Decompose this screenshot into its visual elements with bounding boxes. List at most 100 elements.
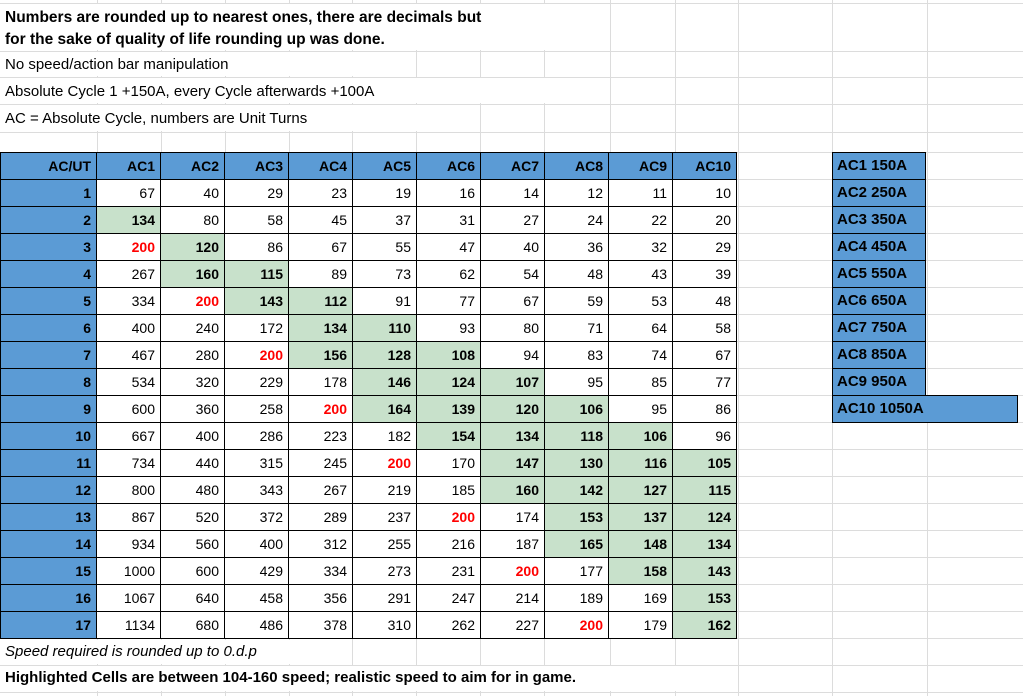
cell-AC1-ut10[interactable]: 667 (96, 422, 161, 450)
cell-AC3-ut2[interactable]: 58 (224, 206, 289, 234)
cell-AC8-ut15[interactable]: 177 (544, 557, 609, 585)
cell-AC3-ut12[interactable]: 343 (224, 476, 289, 504)
cell-AC8-ut10[interactable]: 118 (544, 422, 609, 450)
cell-AC2-ut16[interactable]: 640 (160, 584, 225, 612)
cell-AC7-ut4[interactable]: 54 (480, 260, 545, 288)
cell-AC9-ut4[interactable]: 43 (608, 260, 673, 288)
cell-AC9-ut2[interactable]: 22 (608, 206, 673, 234)
column-header-AC1[interactable]: AC1 (96, 152, 161, 180)
note-highlight-meaning[interactable]: Highlighted Cells are between 104-160 sp… (5, 669, 577, 686)
column-header-AC8[interactable]: AC8 (544, 152, 609, 180)
cell-AC4-ut8[interactable]: 178 (288, 368, 353, 396)
cell-AC4-ut4[interactable]: 89 (288, 260, 353, 288)
cell-AC10-ut15[interactable]: 143 (672, 557, 737, 585)
cell-AC7-ut13[interactable]: 174 (480, 503, 545, 531)
cell-AC4-ut5[interactable]: 112 (288, 287, 353, 315)
cell-AC10-ut14[interactable]: 134 (672, 530, 737, 558)
cell-AC9-ut15[interactable]: 158 (608, 557, 673, 585)
cell-AC7-ut12[interactable]: 160 (480, 476, 545, 504)
cell-AC6-ut10[interactable]: 154 (416, 422, 481, 450)
corner-header-cell[interactable]: AC/UT (0, 152, 97, 180)
cell-AC5-ut10[interactable]: 182 (352, 422, 417, 450)
cell-AC9-ut3[interactable]: 32 (608, 233, 673, 261)
cell-AC7-ut8[interactable]: 107 (480, 368, 545, 396)
cell-AC1-ut13[interactable]: 867 (96, 503, 161, 531)
cell-AC3-ut1[interactable]: 29 (224, 179, 289, 207)
cell-AC3-ut14[interactable]: 400 (224, 530, 289, 558)
cell-AC2-ut17[interactable]: 680 (160, 611, 225, 639)
legend-cell-ac2[interactable]: AC2 250A (832, 179, 926, 207)
cell-AC7-ut9[interactable]: 120 (480, 395, 545, 423)
row-label-10[interactable]: 10 (0, 422, 97, 450)
note-rounding-line1[interactable]: Numbers are rounded up to nearest ones, … (5, 9, 482, 26)
row-label-8[interactable]: 8 (0, 368, 97, 396)
cell-AC7-ut1[interactable]: 14 (480, 179, 545, 207)
cell-AC6-ut9[interactable]: 139 (416, 395, 481, 423)
cell-AC2-ut8[interactable]: 320 (160, 368, 225, 396)
row-label-14[interactable]: 14 (0, 530, 97, 558)
row-label-13[interactable]: 13 (0, 503, 97, 531)
cell-AC1-ut5[interactable]: 334 (96, 287, 161, 315)
row-label-16[interactable]: 16 (0, 584, 97, 612)
cell-AC7-ut2[interactable]: 27 (480, 206, 545, 234)
cell-AC8-ut16[interactable]: 189 (544, 584, 609, 612)
cell-AC4-ut12[interactable]: 267 (288, 476, 353, 504)
cell-AC1-ut7[interactable]: 467 (96, 341, 161, 369)
cell-AC6-ut14[interactable]: 216 (416, 530, 481, 558)
column-header-AC10[interactable]: AC10 (672, 152, 737, 180)
cell-AC6-ut16[interactable]: 247 (416, 584, 481, 612)
cell-AC7-ut6[interactable]: 80 (480, 314, 545, 342)
cell-AC9-ut12[interactable]: 127 (608, 476, 673, 504)
cell-AC2-ut10[interactable]: 400 (160, 422, 225, 450)
row-label-15[interactable]: 15 (0, 557, 97, 585)
cell-AC5-ut1[interactable]: 19 (352, 179, 417, 207)
cell-AC7-ut14[interactable]: 187 (480, 530, 545, 558)
cell-AC8-ut1[interactable]: 12 (544, 179, 609, 207)
cell-AC10-ut9[interactable]: 86 (672, 395, 737, 423)
cell-AC4-ut3[interactable]: 67 (288, 233, 353, 261)
row-label-11[interactable]: 11 (0, 449, 97, 477)
cell-AC1-ut9[interactable]: 600 (96, 395, 161, 423)
row-label-2[interactable]: 2 (0, 206, 97, 234)
legend-cell-ac4[interactable]: AC4 450A (832, 233, 926, 261)
cell-AC10-ut3[interactable]: 29 (672, 233, 737, 261)
column-header-AC6[interactable]: AC6 (416, 152, 481, 180)
cell-AC7-ut7[interactable]: 94 (480, 341, 545, 369)
cell-AC3-ut10[interactable]: 286 (224, 422, 289, 450)
row-label-17[interactable]: 17 (0, 611, 97, 639)
cell-AC10-ut8[interactable]: 77 (672, 368, 737, 396)
row-label-7[interactable]: 7 (0, 341, 97, 369)
cell-AC5-ut9[interactable]: 164 (352, 395, 417, 423)
cell-AC2-ut5[interactable]: 200 (160, 287, 225, 315)
cell-AC8-ut3[interactable]: 36 (544, 233, 609, 261)
cell-AC10-ut7[interactable]: 67 (672, 341, 737, 369)
column-header-AC2[interactable]: AC2 (160, 152, 225, 180)
cell-AC2-ut2[interactable]: 80 (160, 206, 225, 234)
note-cycle-gain[interactable]: Absolute Cycle 1 +150A, every Cycle afte… (5, 83, 375, 100)
cell-AC1-ut12[interactable]: 800 (96, 476, 161, 504)
cell-AC6-ut12[interactable]: 185 (416, 476, 481, 504)
cell-AC4-ut6[interactable]: 134 (288, 314, 353, 342)
cell-AC4-ut10[interactable]: 223 (288, 422, 353, 450)
legend-cell-ac1[interactable]: AC1 150A (832, 152, 926, 180)
cell-AC9-ut16[interactable]: 169 (608, 584, 673, 612)
cell-AC1-ut3[interactable]: 200 (96, 233, 161, 261)
cell-AC6-ut17[interactable]: 262 (416, 611, 481, 639)
column-header-AC4[interactable]: AC4 (288, 152, 353, 180)
cell-AC3-ut3[interactable]: 86 (224, 233, 289, 261)
cell-AC5-ut8[interactable]: 146 (352, 368, 417, 396)
column-header-AC5[interactable]: AC5 (352, 152, 417, 180)
column-header-AC3[interactable]: AC3 (224, 152, 289, 180)
cell-AC4-ut11[interactable]: 245 (288, 449, 353, 477)
legend-cell-ac9[interactable]: AC9 950A (832, 368, 926, 396)
cell-AC3-ut17[interactable]: 486 (224, 611, 289, 639)
legend-cell-ac3[interactable]: AC3 350A (832, 206, 926, 234)
cell-AC8-ut17[interactable]: 200 (544, 611, 609, 639)
cell-AC9-ut7[interactable]: 74 (608, 341, 673, 369)
cell-AC2-ut15[interactable]: 600 (160, 557, 225, 585)
row-label-12[interactable]: 12 (0, 476, 97, 504)
cell-AC2-ut7[interactable]: 280 (160, 341, 225, 369)
legend-cell-ac7[interactable]: AC7 750A (832, 314, 926, 342)
cell-AC4-ut9[interactable]: 200 (288, 395, 353, 423)
cell-AC2-ut6[interactable]: 240 (160, 314, 225, 342)
